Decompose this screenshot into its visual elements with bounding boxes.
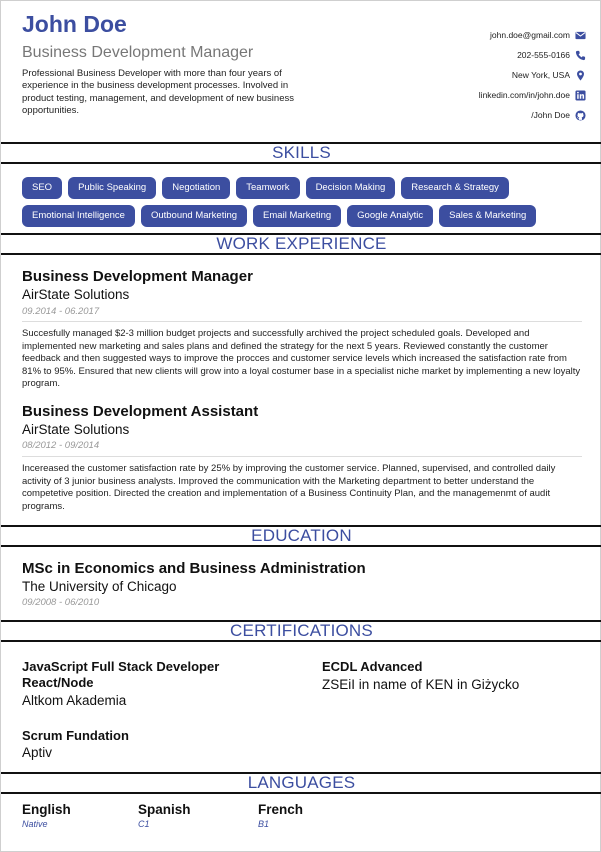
- contact-location-text: New York, USA: [511, 70, 570, 80]
- job-dates: 09.2014 - 06.2017: [22, 306, 100, 317]
- divider: [22, 321, 582, 322]
- education-dates: 09/2008 - 06/2010: [22, 597, 100, 608]
- job-role: Business Development Manager: [22, 268, 253, 285]
- section-header-education: EDUCATION: [1, 525, 601, 547]
- contact-list: john.doe@gmail.com 202-555-0166 New York…: [479, 25, 586, 125]
- section-header-certifications: CERTIFICATIONS: [1, 620, 601, 642]
- language-level: Native: [22, 819, 48, 829]
- candidate-title: Business Development Manager: [22, 44, 254, 61]
- section-title-languages: LANGUAGES: [247, 773, 356, 792]
- contact-email[interactable]: john.doe@gmail.com: [479, 25, 586, 45]
- skill-chip: Decision Making: [305, 177, 396, 199]
- skill-chip: Negotiation: [162, 177, 231, 199]
- section-header-skills: SKILLS: [1, 142, 601, 164]
- skill-chip: Research & Strategy: [401, 177, 509, 199]
- certification-org: ZSEiI in name of KEN in Giżycko: [322, 677, 520, 692]
- contact-phone-text: 202-555-0166: [517, 50, 570, 60]
- contact-linkedin[interactable]: linkedin.com/in/john.doe: [479, 85, 586, 105]
- candidate-name: John Doe: [22, 11, 127, 37]
- skill-chip: Public Speaking: [68, 177, 157, 199]
- skill-chip: Google Analytic: [347, 205, 434, 227]
- contact-location: New York, USA: [479, 65, 586, 85]
- education-school: The University of Chicago: [22, 579, 177, 594]
- skill-chip: Teamwork: [236, 177, 300, 199]
- language-item: Spanish C1: [138, 802, 191, 829]
- certification-org: Altkom Akademia: [22, 693, 127, 708]
- divider: [22, 456, 582, 457]
- section-header-work: WORK EXPERIENCE: [1, 233, 601, 255]
- skill-chip: Emotional Intelligence: [22, 205, 135, 227]
- contact-phone[interactable]: 202-555-0166: [479, 45, 586, 65]
- summary: Professional Business Developer with mor…: [22, 68, 294, 116]
- language-name: French: [258, 802, 304, 817]
- section-title-education: EDUCATION: [251, 526, 352, 545]
- certification-title: ECDL Advanced: [322, 659, 423, 674]
- phone-icon: [575, 50, 586, 61]
- language-level: B1: [258, 819, 270, 829]
- skill-chip: Email Marketing: [253, 205, 342, 227]
- education-degree: MSc in Economics and Business Administra…: [22, 560, 366, 577]
- skill-chip: Outbound Marketing: [140, 205, 248, 227]
- job-dates: 08/2012 - 09/2014: [22, 440, 100, 451]
- contact-github-text: /John Doe: [531, 110, 570, 120]
- job-company: AirState Solutions: [22, 422, 130, 437]
- skill-chip: Sales & Marketing: [439, 205, 537, 227]
- language-item: English Native: [22, 802, 71, 829]
- github-icon: [575, 109, 586, 121]
- language-name: Spanish: [138, 802, 191, 817]
- skills-list: SEO Public Speaking Negotiation Teamwork…: [22, 177, 582, 227]
- language-level: C1: [138, 819, 150, 829]
- contact-linkedin-text: linkedin.com/in/john.doe: [478, 90, 570, 100]
- certification-org: Aptiv: [22, 745, 53, 760]
- linkedin-icon: [575, 89, 586, 101]
- section-title-skills: SKILLS: [272, 143, 331, 162]
- job-company: AirState Solutions: [22, 287, 130, 302]
- section-title-work: WORK EXPERIENCE: [216, 234, 387, 253]
- job-role: Business Development Assistant: [22, 403, 259, 420]
- job-description: Succesfully managed $2-3 million budget …: [22, 328, 581, 390]
- envelope-icon: [575, 30, 586, 41]
- language-name: English: [22, 802, 71, 817]
- location-pin-icon: [575, 69, 586, 81]
- contact-github[interactable]: /John Doe: [479, 105, 586, 125]
- section-header-languages: LANGUAGES: [1, 772, 601, 794]
- skill-chip: SEO: [22, 177, 63, 199]
- certification-title: JavaScript Full Stack Developer React/No…: [22, 659, 220, 690]
- section-title-certifications: CERTIFICATIONS: [230, 621, 373, 640]
- language-item: French B1: [258, 802, 303, 829]
- certification-title: Scrum Fundation: [22, 728, 129, 743]
- job-description: Incereased the customer satisfaction rat…: [22, 463, 556, 512]
- contact-email-text: john.doe@gmail.com: [490, 30, 570, 40]
